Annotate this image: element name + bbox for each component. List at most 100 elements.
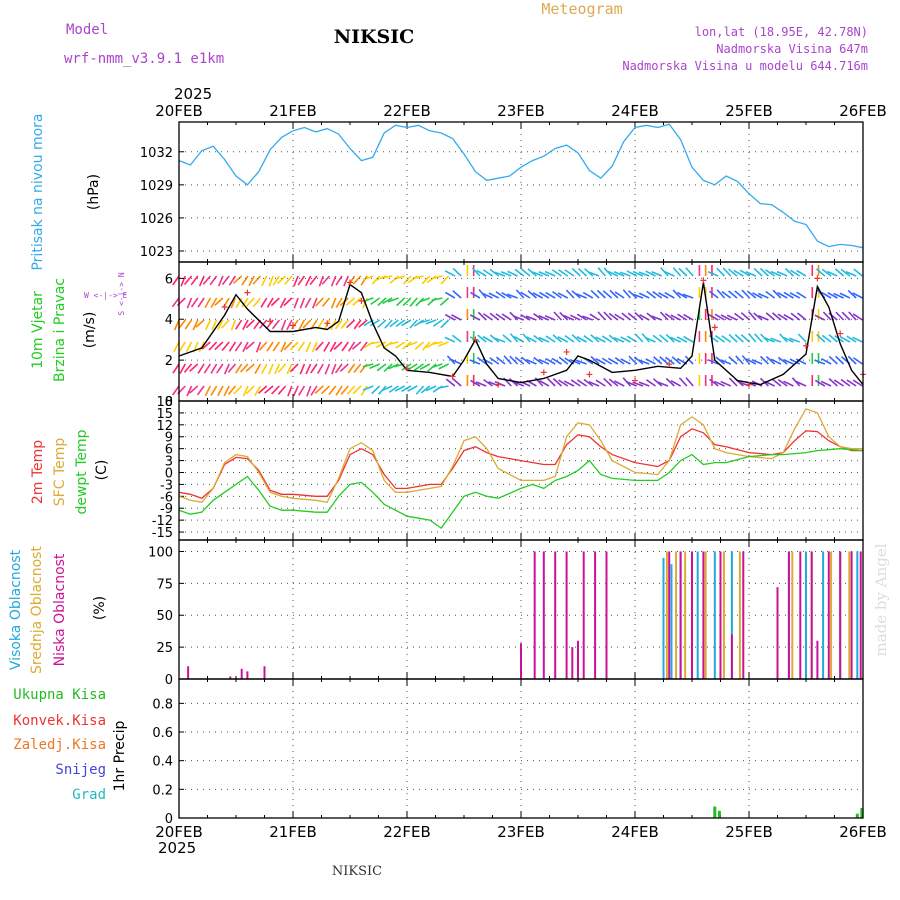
wind-arrow	[571, 267, 581, 277]
wind-arrow	[419, 319, 431, 324]
wind-arrow	[183, 363, 193, 373]
wind-arrow	[452, 267, 462, 277]
wind-arrow	[570, 314, 581, 321]
wind-arrow	[445, 291, 456, 299]
wind-arrow	[321, 297, 331, 308]
wind-arrow	[721, 290, 732, 299]
model-name: wrf-nmm_v3.9.1 e1km	[64, 51, 224, 67]
wind-arrow	[444, 336, 456, 343]
wind-arrow	[576, 336, 587, 343]
wind-arrow	[538, 379, 550, 387]
year-label-bottom: 2025	[158, 839, 196, 857]
wind-arrow	[833, 292, 844, 299]
wind-arrow	[232, 275, 243, 284]
wind-arrow	[645, 336, 656, 343]
wind-arrow	[576, 293, 587, 299]
bar	[730, 551, 733, 679]
wind-arrow	[513, 315, 525, 321]
wind-arrow	[293, 297, 299, 309]
wind-arrow	[353, 319, 362, 330]
wind-arrow	[546, 377, 556, 387]
wind-arrow	[672, 289, 682, 299]
wind-arrow	[495, 356, 506, 365]
wind-arrow	[352, 275, 362, 285]
y-tick-label: 0	[165, 466, 173, 481]
wind-arrow	[239, 363, 249, 373]
wind-arrow	[526, 336, 537, 343]
wind-arrow	[450, 358, 462, 365]
wind-arrow	[533, 313, 544, 321]
wind-arrow	[394, 385, 406, 392]
wind-arrow	[345, 297, 356, 306]
wind-arrow	[217, 275, 224, 287]
wind-arrow	[682, 293, 694, 299]
wind-arrow	[558, 269, 569, 277]
time-tick-label-bottom: 21FEB	[269, 823, 316, 841]
wind-arrow	[211, 319, 218, 331]
wind-arrow	[522, 333, 531, 343]
wind-arrow	[420, 385, 431, 394]
y-tick-label: 0.2	[152, 783, 173, 798]
cloud-unit: (%)	[92, 596, 108, 620]
wind-arrow	[847, 289, 857, 299]
bar	[827, 551, 830, 679]
wind-arrow	[677, 313, 688, 321]
gust-marker	[803, 342, 809, 349]
wind-arrow	[814, 359, 826, 365]
wind-arrow	[395, 319, 406, 328]
wind-arrow	[626, 380, 638, 387]
wind-arrow	[716, 289, 726, 299]
wind-arrow	[351, 341, 362, 350]
wind-arrow	[608, 378, 619, 387]
wind-arrow	[431, 341, 443, 346]
wind-arrow	[720, 314, 732, 321]
wind-arrow	[483, 378, 493, 387]
wind-arrow	[545, 291, 556, 299]
wind-arrow	[632, 270, 644, 277]
wind-arrow	[438, 341, 449, 347]
wind-arrow	[292, 385, 299, 397]
wind-arrow	[362, 363, 374, 368]
wind-arrow	[739, 269, 750, 277]
wind-arrow	[638, 381, 650, 387]
wind-arrow	[545, 357, 556, 365]
wind-arrow	[402, 297, 412, 307]
wind-arrow	[311, 341, 318, 353]
wind-arrow	[835, 311, 845, 321]
bar	[670, 564, 673, 679]
wind-arrow	[412, 275, 424, 280]
wind-arrow	[489, 334, 500, 343]
wind-arrow	[271, 385, 280, 395]
wind-arrow	[431, 275, 443, 280]
gust-marker	[495, 381, 502, 388]
product-title: Meteogram	[541, 0, 622, 18]
wind-arrow	[444, 313, 456, 321]
cloud-label-1: Visoka Oblacnost	[8, 549, 24, 670]
wind-arrow	[751, 358, 763, 365]
wind-arrow	[470, 291, 481, 299]
wind-arrow	[402, 341, 412, 350]
wind-arrow	[583, 335, 594, 343]
wind-compass-we: W <-|-> E	[84, 291, 128, 300]
wind-arrow	[320, 385, 331, 395]
wind-arrow	[765, 356, 776, 365]
bar	[805, 551, 807, 679]
wind-arrow	[722, 267, 732, 277]
gust-marker	[746, 381, 752, 388]
wind-arrow	[847, 355, 857, 365]
wind-arrow	[839, 336, 851, 343]
wind-arrow	[520, 313, 531, 321]
wind-arrow	[513, 335, 525, 343]
wind-arrow	[608, 357, 619, 365]
wind-arrow	[715, 356, 725, 365]
wind-arrow	[538, 271, 550, 277]
precip-label-frz: Zaledj.Kisa	[13, 737, 106, 753]
wind-arrow	[828, 378, 838, 387]
wind-arrow	[227, 385, 237, 396]
wind-arrow	[179, 363, 186, 375]
wind-arrow	[659, 334, 669, 343]
wind-arrow	[665, 377, 675, 387]
gust-marker	[244, 289, 251, 296]
bar	[665, 551, 668, 679]
